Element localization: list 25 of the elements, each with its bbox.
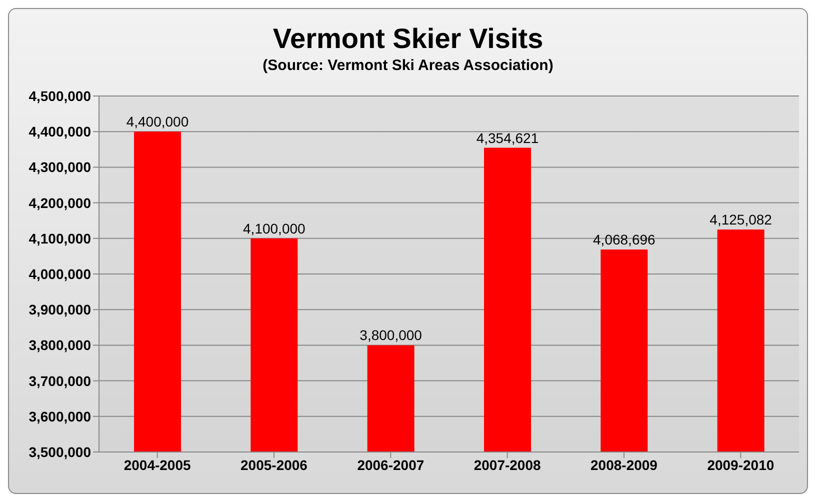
x-tick-label: 2006-2007: [357, 456, 424, 473]
x-tick-label: 2007-2008: [474, 456, 542, 473]
text: (Source: Vermont Ski Areas Association): [262, 57, 554, 74]
data-label: 4,100,000: [243, 220, 306, 236]
x-tick-label: 2005-2006: [240, 456, 308, 473]
y-tick-label: 4,100,000: [28, 230, 92, 246]
data-label: 4,068,696: [593, 232, 656, 248]
y-tick-label: 3,600,000: [28, 408, 92, 424]
x-tick-label: 2009-2010: [707, 456, 774, 473]
y-tick-label: 4,400,000: [28, 124, 92, 140]
y-tick-label: 3,900,000: [28, 302, 92, 318]
y-tick-label: 4,500,000: [28, 88, 92, 104]
x-tick-label: 2008-2009: [590, 456, 658, 473]
y-tick-label: 4,300,000: [28, 159, 92, 176]
data-label: 4,400,000: [126, 114, 189, 130]
y-tick-label: 4,000,000: [28, 266, 92, 282]
y-tick-label: 3,800,000: [28, 337, 92, 354]
data-label: 4,125,082: [710, 211, 772, 228]
x-tick-label: 2004-2005: [124, 456, 192, 473]
y-tick-label: 3,500,000: [28, 444, 92, 460]
y-tick-label: 3,700,000: [28, 372, 92, 389]
y-tick-label: 4,200,000: [28, 194, 92, 211]
data-label: 3,800,000: [360, 327, 422, 344]
chart-title: Vermont Skier Visits: [272, 23, 544, 55]
data-label: 4,354,621: [476, 130, 539, 146]
